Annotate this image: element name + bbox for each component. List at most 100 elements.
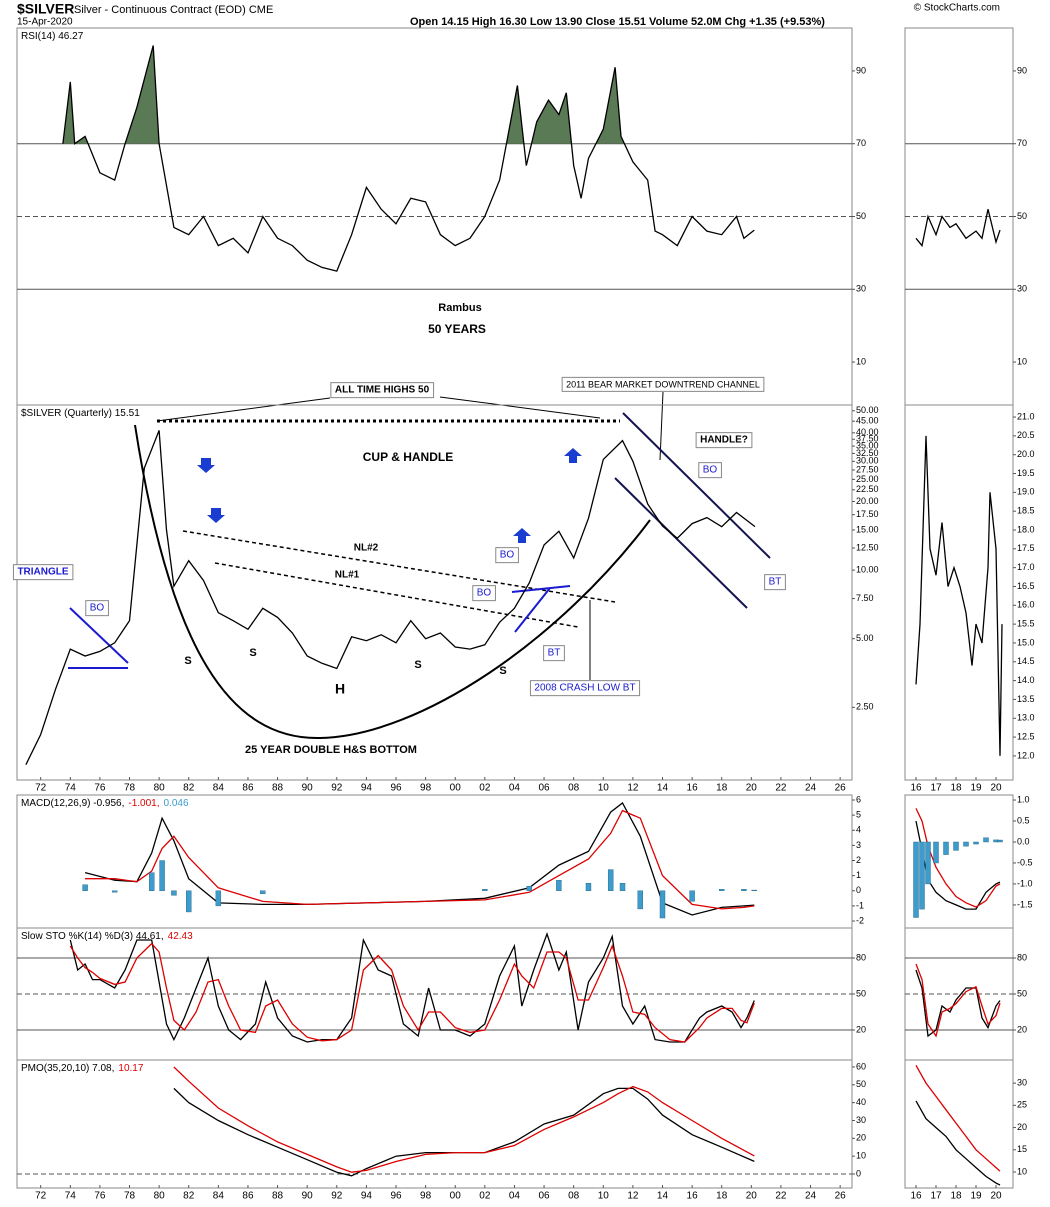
y-tick-label: 13.0 [1017,713,1035,723]
x-tick-label: 98 [420,783,432,794]
series-line [25,430,756,765]
x-tick-label: 94 [361,1191,373,1202]
x-tick-label: 12 [627,783,639,794]
series-line [915,1100,1001,1186]
y-tick-label: 17.50 [856,509,879,519]
y-tick-label: 50.00 [856,405,879,415]
x-tick-label: 00 [450,1191,462,1202]
histogram-bar [215,890,222,907]
annotation: NL#2 [354,543,379,554]
histogram-bar [719,889,725,891]
annotation: TRIANGLE [17,567,68,578]
y-tick-label: 0.0 [1017,836,1030,846]
x-tick-label: 96 [390,1191,402,1202]
x-tick-label: 10 [598,1191,610,1202]
x-tick-label: 19 [970,1191,982,1202]
histogram-bar [913,841,919,918]
histogram-bar [556,879,562,891]
x-tick-label: 88 [272,783,284,794]
y-tick-label: 15 [1017,1144,1027,1154]
y-tick-label: 19.5 [1017,468,1035,478]
legend-entry: 0.046 [164,798,189,809]
y-tick-label: 70 [1017,138,1027,148]
histogram-bar [186,890,192,913]
x-tick-label: 86 [242,783,254,794]
x-tick-label: 10 [598,783,610,794]
x-tick-label: 20 [990,1191,1002,1202]
y-tick-label: 90 [1017,65,1027,75]
annotation-box [543,645,565,662]
neckline-1 [214,562,579,628]
annotation-box [330,382,435,399]
annotation: S [499,665,506,677]
y-tick-label: 30 [856,284,866,294]
instrument-name: Silver - Continuous Contract (EOD) CME [74,4,273,16]
x-tick-label: 16 [687,1191,699,1202]
y-tick-label: 20.5 [1017,430,1035,440]
annotation: BT [769,577,782,588]
annotation: CUP & HANDLE [363,450,453,464]
y-tick-label: 4 [856,825,861,835]
y-tick-label: 80 [1017,952,1027,962]
y-tick-label: 20.0 [1017,449,1035,459]
x-tick-label: 82 [183,1191,195,1202]
x-tick-label: 98 [420,1191,432,1202]
triangle-line [69,607,129,664]
x-tick-label: 18 [950,1191,962,1202]
x-tick-label: 18 [950,783,962,794]
channel-line [622,412,771,559]
annotation-box [764,574,786,591]
series-line [915,808,1001,908]
y-tick-label: 70 [856,138,866,148]
annotation: BO [477,588,492,599]
y-tick-label: -1.0 [1017,878,1033,888]
y-tick-label: 30 [1017,284,1027,294]
panel-frame [16,1059,853,1189]
x-tick-label: 02 [479,1191,491,1202]
y-tick-label: 16.0 [1017,600,1035,610]
y-tick-label: 13.5 [1017,694,1035,704]
x-tick-label: 04 [509,1191,521,1202]
x-tick-label: 26 [835,1191,847,1202]
arrow-up [513,528,531,543]
neckline-2 [182,530,616,603]
x-tick-label: 90 [302,783,314,794]
y-tick-label: 20 [1017,1122,1027,1132]
y-tick-label: 14.5 [1017,656,1035,666]
x-tick-label: 26 [835,783,847,794]
x-tick-label: 08 [568,783,580,794]
callout [156,397,331,422]
histogram-bar [112,890,118,893]
y-tick-label: -2 [856,915,864,925]
x-tick-label: 20 [746,783,758,794]
x-tick-label: 92 [331,783,343,794]
panel-frame [904,404,1014,781]
x-tick-label: 20 [746,1191,758,1202]
annotation: NL#1 [335,570,360,581]
y-tick-label: 35.00 [856,440,879,450]
y-tick-label: 0 [856,885,861,895]
x-tick-label: 80 [154,783,166,794]
x-tick-label: 78 [124,783,136,794]
arrow-down [197,458,215,473]
y-tick-label: 30 [856,1115,866,1125]
histogram-bar [659,890,666,919]
y-tick-label: 12.50 [856,542,879,552]
y-tick-label: 20.00 [856,496,879,506]
date: 15-Apr-2020 [17,17,73,28]
annotation: S [184,655,191,667]
y-tick-label: 18.0 [1017,524,1035,534]
y-tick-label: 60 [856,1061,866,1071]
y-tick-label: 18.5 [1017,506,1035,516]
y-tick-label: 30.00 [856,456,879,466]
y-tick-label: 40.00 [856,427,879,437]
legend: PMO(35,20,10) 7.08, 10.17 [21,1063,144,1074]
annotation: 50 YEARS [428,322,486,336]
x-tick-label: 74 [65,783,77,794]
annotation: 2008 CRASH LOW BT [534,683,635,694]
y-tick-label: 1 [856,870,861,880]
x-tick-label: 00 [450,783,462,794]
x-tick-label: 12 [627,1191,639,1202]
x-tick-label: 17 [930,783,942,794]
x-tick-label: 04 [509,783,521,794]
